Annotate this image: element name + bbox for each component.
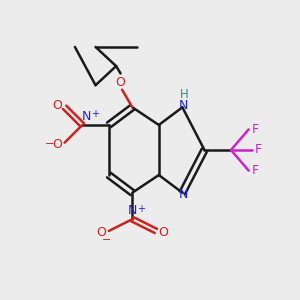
Text: −: −: [45, 139, 55, 149]
Text: F: F: [252, 164, 259, 177]
Text: N: N: [128, 205, 137, 218]
Text: N: N: [82, 110, 92, 123]
Text: N: N: [179, 99, 188, 112]
Text: N: N: [179, 188, 188, 201]
Text: −: −: [102, 235, 111, 245]
Text: O: O: [52, 138, 62, 151]
Text: F: F: [252, 123, 259, 136]
Text: O: O: [116, 76, 125, 89]
Text: F: F: [254, 143, 262, 157]
Text: O: O: [97, 226, 106, 239]
Text: O: O: [158, 226, 168, 239]
Text: +: +: [136, 204, 145, 214]
Text: O: O: [52, 99, 62, 112]
Text: +: +: [91, 109, 99, 119]
Text: H: H: [180, 88, 189, 101]
